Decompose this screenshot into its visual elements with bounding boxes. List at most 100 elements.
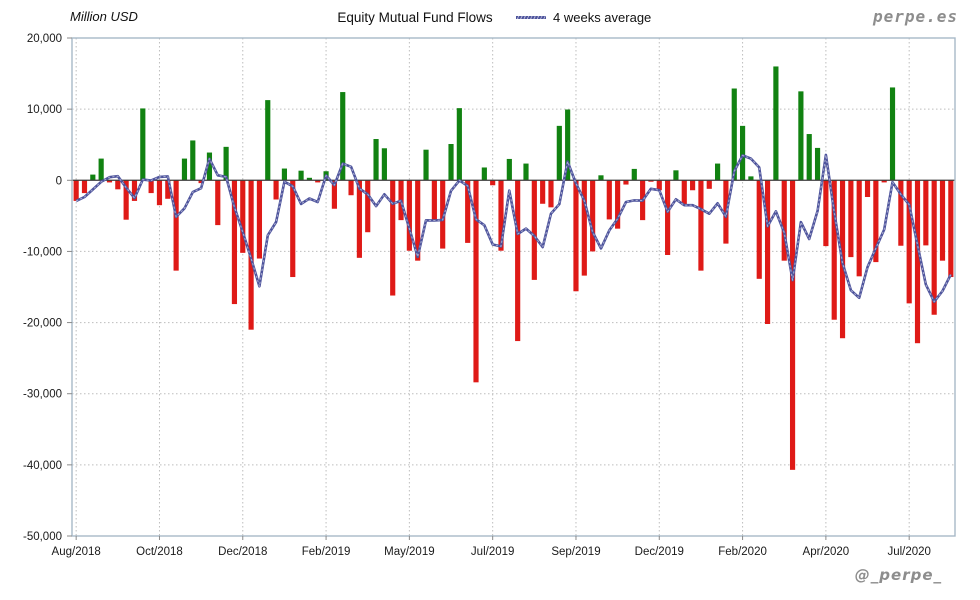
y-tick-label: -40,000 — [23, 460, 62, 472]
flow-bar — [165, 180, 171, 199]
x-tick-label: Aug/2018 — [52, 546, 101, 558]
flow-bar — [506, 158, 512, 181]
flow-bar — [848, 180, 854, 258]
flow-bar — [856, 180, 862, 277]
flow-bar — [881, 180, 887, 183]
flow-bar — [681, 180, 687, 206]
flow-bar — [431, 180, 437, 221]
flow-bar — [656, 180, 662, 191]
watermark-handle: @_perpe_ — [854, 566, 942, 584]
flow-bar — [498, 180, 504, 251]
flow-bar — [206, 152, 213, 181]
flow-bar — [131, 180, 138, 201]
flow-bar — [273, 180, 279, 200]
flow-bar — [615, 180, 621, 229]
flow-bar — [773, 66, 779, 181]
flow-bar — [690, 180, 696, 191]
flow-bar — [581, 180, 587, 276]
y-tick-label: -20,000 — [23, 318, 62, 330]
flow-bar — [156, 180, 163, 206]
flow-bar — [798, 91, 804, 181]
flow-bar — [606, 180, 612, 220]
flow-bar — [106, 180, 113, 183]
flow-bar — [939, 180, 946, 261]
flow-bar — [598, 175, 604, 181]
flow-bar — [481, 167, 487, 181]
flow-bar — [448, 144, 454, 181]
flow-bar — [331, 180, 337, 209]
flow-bar — [340, 92, 346, 181]
flow-bar — [240, 180, 246, 253]
flow-bar — [731, 88, 737, 181]
x-tick-label: May/2019 — [384, 546, 435, 558]
flow-bar — [831, 180, 837, 320]
flow-bar — [931, 180, 937, 315]
flow-bar — [423, 149, 429, 181]
y-axis-unit-label: Million USD — [70, 9, 138, 24]
flow-bar — [706, 180, 712, 189]
x-tick-label: Oct/2018 — [136, 546, 183, 558]
y-tick-label: 10,000 — [27, 104, 62, 116]
flow-bar — [81, 180, 88, 194]
flow-bar — [873, 180, 879, 263]
flow-bar — [764, 180, 771, 324]
flow-bar — [173, 180, 179, 271]
flow-bar — [565, 109, 571, 181]
x-tick-label: Dec/2018 — [218, 546, 267, 558]
flow-bar — [115, 180, 121, 190]
flow-bar — [315, 180, 321, 183]
flow-bar — [906, 180, 912, 304]
legend-label: 4 weeks average — [553, 10, 652, 25]
flow-bar — [381, 148, 387, 181]
flow-bar — [198, 180, 204, 184]
flow-bar — [523, 163, 529, 181]
flow-bar — [739, 125, 746, 181]
legend: 4 weeks average — [516, 10, 651, 25]
flow-bar — [531, 180, 537, 280]
flow-bar — [490, 180, 496, 186]
flow-bar — [90, 174, 96, 181]
flow-bar — [390, 180, 396, 296]
flow-bar — [715, 163, 721, 181]
flow-bar — [190, 140, 196, 181]
x-tick-label: Feb/2019 — [302, 546, 351, 558]
flow-bar — [306, 177, 312, 181]
flow-bar — [231, 180, 238, 305]
plot-border — [71, 37, 956, 537]
x-tick-label: Apr/2020 — [803, 546, 850, 558]
y-tick-label: -10,000 — [23, 246, 62, 258]
flow-bar — [623, 180, 629, 185]
flow-bar — [465, 180, 471, 243]
flow-bar — [540, 180, 546, 204]
y-tick-label: 20,000 — [27, 33, 62, 45]
flow-bar — [290, 180, 296, 278]
flow-bar — [573, 180, 579, 292]
flow-bar — [440, 180, 446, 249]
flow-bar — [673, 170, 679, 181]
legend-line-swatch-icon — [516, 16, 546, 19]
flow-bar — [515, 180, 521, 342]
flow-bar — [898, 180, 904, 246]
y-tick-label: 0 — [56, 175, 62, 187]
flow-bar — [365, 180, 371, 233]
flow-bar — [98, 158, 104, 181]
flow-bar — [181, 158, 188, 181]
flow-bar — [914, 180, 921, 344]
x-tick-label: Jul/2019 — [471, 546, 514, 558]
flow-bar — [73, 180, 79, 201]
chart-title: Equity Mutual Fund Flows — [337, 10, 493, 25]
flow-bar — [348, 180, 354, 196]
watermark-site: perpe.es — [872, 7, 958, 26]
flow-bar — [814, 147, 821, 181]
flow-bar — [456, 108, 462, 181]
flow-bar — [781, 180, 787, 261]
x-tick-label: Sep/2019 — [551, 546, 600, 558]
flow-bar — [665, 180, 671, 255]
flow-bar — [406, 180, 412, 251]
flow-bar — [556, 125, 562, 181]
flow-bar — [123, 180, 129, 220]
flow-bar — [215, 180, 221, 226]
flow-bar — [756, 180, 762, 279]
flow-bar — [864, 180, 871, 198]
